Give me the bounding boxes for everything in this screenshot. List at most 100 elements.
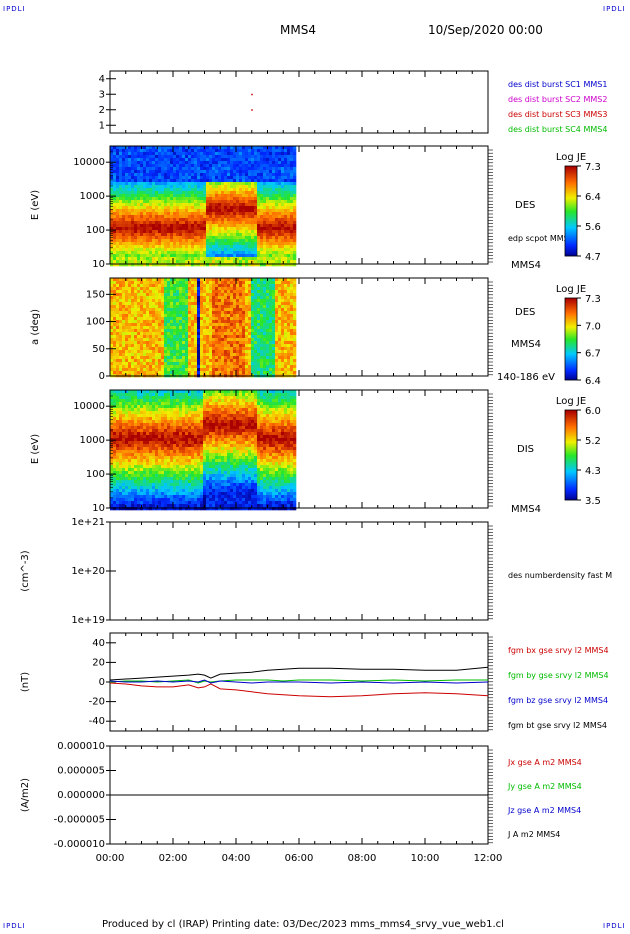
pitch-energy-range-label: 140-186 eV	[497, 372, 555, 383]
scpot-label: edp scpot MMS4	[508, 234, 574, 243]
dis-energy-ytick-label: 10	[92, 503, 105, 514]
spacecraft-title: MMS4	[280, 23, 316, 37]
des-pitch-colorbar-tick-label: 6.4	[585, 376, 601, 387]
des-pitch-ytick-label: 100	[86, 317, 105, 328]
burst-ytick-label: 1	[99, 120, 105, 131]
des-energy-ytick-label: 10	[92, 259, 105, 270]
fgm-bx-line	[109, 682, 489, 698]
des-energy-colorbar-tick-label: 5.6	[585, 222, 601, 233]
dis-energy-ytick-label: 10000	[73, 401, 105, 412]
dis-energy-colorbar-title: Log JE	[556, 396, 586, 407]
fgm-ytick-label: -20	[89, 697, 105, 708]
footer-credit: Produced by cl (IRAP) Printing date: 03/…	[102, 919, 504, 930]
current-legend-3: Jz gse A m2 MMS4	[507, 806, 581, 815]
dis-energy-colorbar-frame	[564, 409, 578, 501]
dis-energy-sc-label: MMS4	[511, 504, 541, 515]
fgm-legend-2: fgm by gse srvy l2 MMS4	[508, 671, 609, 680]
burst-legend-4: des dist burst SC4 MMS4	[508, 125, 607, 134]
plot-datetime: 10/Sep/2020 00:00	[428, 23, 543, 37]
des-energy-ytick-label: 100	[86, 225, 105, 236]
fgm-ylabel: (nT)	[20, 672, 31, 692]
des-energy-heatmap-cells	[110, 146, 297, 267]
fgm-legend-4: fgm bt gse srvy l2 MMS4	[508, 721, 607, 730]
des-pitch-colorbar	[565, 298, 577, 381]
burst-legend-1: des dist burst SC1 MMS1	[508, 80, 607, 89]
dis-energy-label: DIS	[517, 444, 534, 455]
current-legend-2: Jy gse A m2 MMS4	[507, 782, 582, 791]
dis-energy-colorbar-tick-label: 4.3	[585, 466, 601, 477]
corner-label-br: IPDLI	[603, 922, 626, 930]
des-pitch-ylabel: a (deg)	[30, 309, 41, 345]
burst-ytick-label: 2	[99, 105, 105, 116]
density-ytick-label: 1e+20	[71, 566, 105, 577]
fgm-ytick-label: 20	[92, 657, 105, 668]
dis-energy-colorbar-tick-label: 3.5	[585, 496, 601, 507]
burst-legend-3: des dist burst SC3 MMS3	[508, 110, 607, 119]
des-pitch-ytick-label: 150	[86, 289, 105, 300]
dis-energy-ylabel: E (eV)	[30, 434, 41, 464]
des-energy-label: DES	[515, 200, 535, 211]
des-pitch-ytick-label: 0	[99, 371, 105, 382]
current-ytick-label: 0.000010	[57, 741, 105, 752]
des-pitch-colorbar-frame	[564, 297, 578, 381]
fgm-ytick-label: 0	[99, 677, 105, 688]
des-pitch-colorbar-title: Log JE	[556, 284, 586, 295]
fgm-bt-line	[109, 666, 489, 681]
dis-energy-colorbar-tick-label: 5.2	[585, 436, 601, 447]
burst-point	[251, 109, 253, 111]
fgm-ytick-label: -40	[89, 716, 105, 727]
des-energy-ytick-label: 1000	[80, 191, 105, 202]
fgm-ytick-label: 40	[92, 638, 105, 649]
current-legend-1: Jx gse A m2 MMS4	[507, 758, 582, 767]
time-tick-label: 08:00	[348, 853, 377, 864]
burst-legend-2: des dist burst SC2 MMS2	[508, 95, 607, 104]
corner-label-bl: IPDLI	[3, 922, 26, 930]
current-ytick-label: 0.000000	[57, 790, 105, 801]
des-pitch-colorbar-tick-label: 7.0	[585, 321, 601, 332]
fgm-legend-3: fgm bz gse srvy l2 MMS4	[508, 696, 608, 705]
burst-panel	[109, 70, 489, 134]
density-ytick-label: 1e+19	[71, 615, 105, 626]
des-pitch-heatmap-cells	[110, 278, 297, 378]
des-pitch-sc-label: MMS4	[511, 339, 541, 350]
fgm-bz-line	[109, 679, 489, 684]
dis-energy-colorbar	[565, 410, 577, 501]
time-tick-label: 02:00	[159, 853, 188, 864]
time-tick-label: 10:00	[411, 853, 440, 864]
des-energy-sc-label: MMS4	[511, 260, 541, 271]
time-tick-label: 04:00	[222, 853, 251, 864]
des-energy-colorbar-tick-label: 7.3	[585, 162, 601, 173]
current-ylabel: (A/m2)	[20, 778, 31, 812]
des-pitch-colorbar-tick-label: 6.7	[585, 349, 601, 360]
time-tick-label: 12:00	[474, 853, 503, 864]
dis-energy-ytick-label: 1000	[80, 435, 105, 446]
fgm-legend-1: fgm bx gse srvy l2 MMS4	[508, 646, 609, 655]
des-pitch-label: DES	[515, 307, 535, 318]
des-energy-colorbar-tick-label: 6.4	[585, 192, 601, 203]
current-legend-4: J A m2 MMS4	[507, 830, 560, 839]
stack-plot: 1 2 3 4 des dist burst SC1 MMS1 des dist burs…	[20, 70, 612, 864]
time-tick-label: 00:00	[96, 853, 125, 864]
density-legend: des numberdensity fast M	[508, 571, 612, 580]
burst-ytick-label: 3	[99, 89, 105, 100]
des-pitch-ytick-label: 50	[92, 344, 105, 355]
current-ytick-label: 0.000005	[57, 766, 105, 777]
density-ytick-label: 1e+21	[71, 517, 105, 528]
density-panel	[109, 521, 489, 621]
des-energy-colorbar-frame	[564, 165, 578, 257]
current-ytick-label: -0.000005	[54, 815, 105, 826]
des-pitch-colorbar-tick-label: 7.3	[585, 294, 601, 305]
dis-energy-ytick-label: 100	[86, 469, 105, 480]
burst-ytick-label: 4	[99, 74, 105, 85]
des-energy-colorbar	[565, 166, 577, 257]
des-energy-ylabel: E (eV)	[30, 190, 41, 220]
corner-label-tl: IPDLI	[3, 5, 26, 13]
dis-energy-colorbar-tick-label: 6.0	[585, 406, 601, 417]
dis-energy-heatmap-cells	[110, 390, 297, 511]
current-ytick-label: -0.000010	[54, 839, 105, 850]
time-tick-label: 06:00	[285, 853, 314, 864]
des-energy-colorbar-tick-label: 4.7	[585, 252, 601, 263]
burst-point	[251, 93, 253, 96]
des-energy-ytick-label: 10000	[73, 157, 105, 168]
density-ylabel: (cm^-3)	[20, 550, 31, 591]
